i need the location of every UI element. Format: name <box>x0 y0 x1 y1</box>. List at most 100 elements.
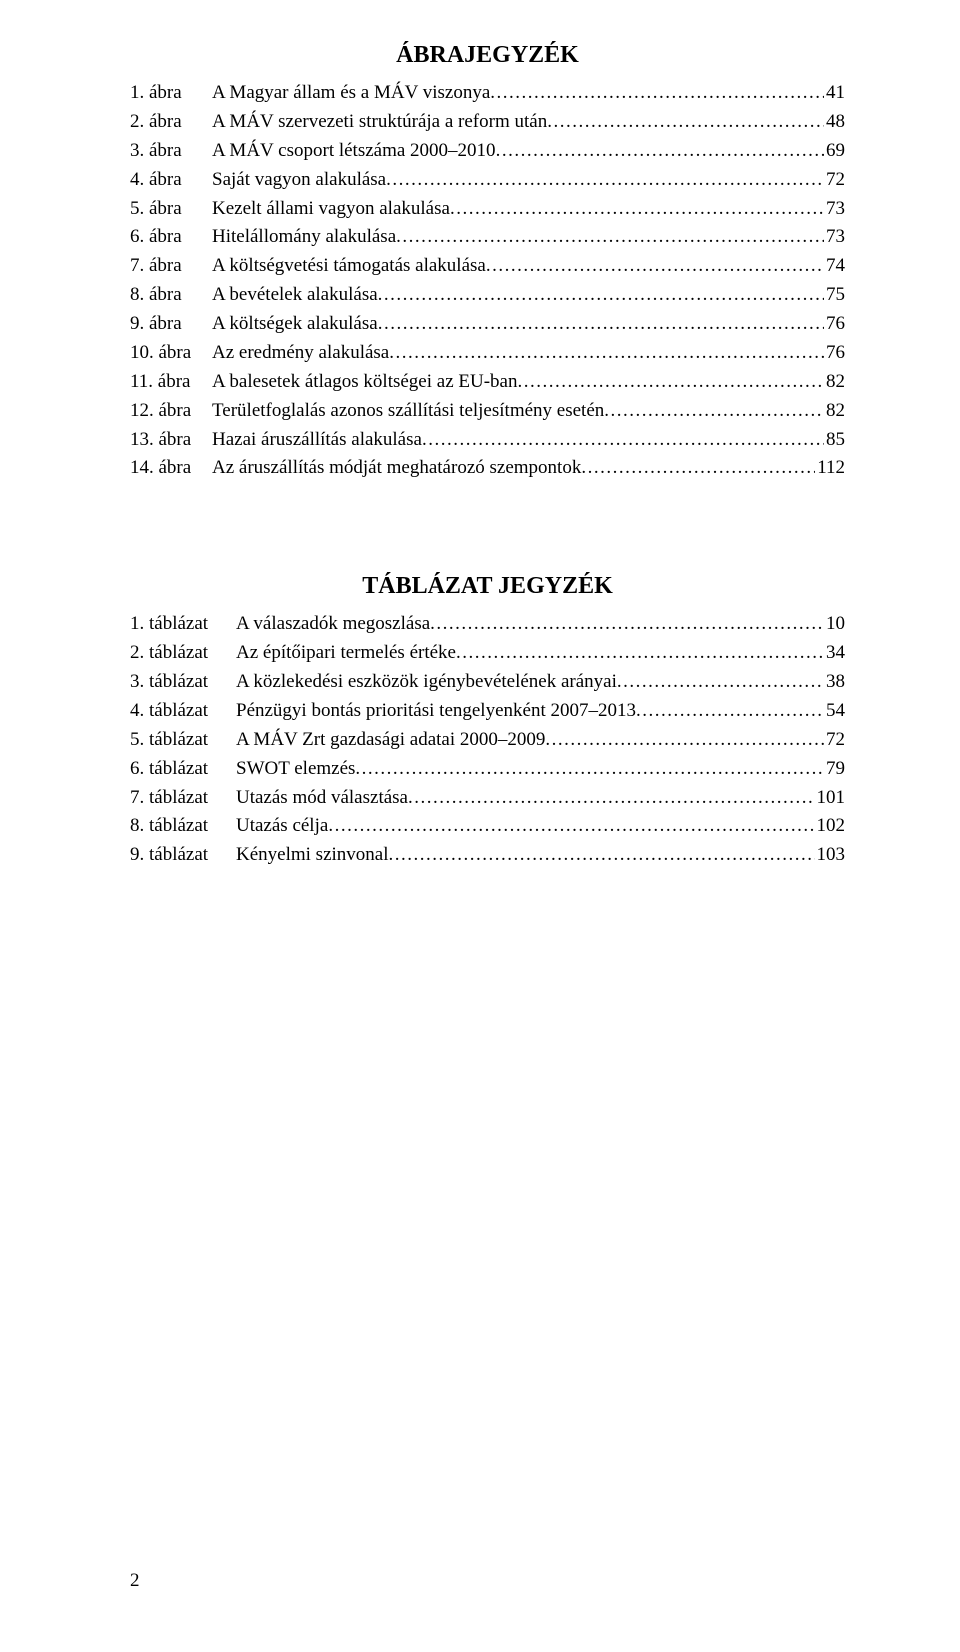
toc-title: Kényelmi szinvonal <box>236 841 389 870</box>
toc-title: Kezelt állami vagyon alakulása <box>212 195 450 224</box>
toc-row: 14. ábraAz áruszállítás módját meghatáro… <box>130 454 845 483</box>
toc-row: 5. ábraKezelt állami vagyon alakulása73 <box>130 195 845 224</box>
toc-row: 9. ábraA költségek alakulása76 <box>130 310 845 339</box>
toc-label: 9. táblázat <box>130 841 236 870</box>
toc-row: 9. táblázatKényelmi szinvonal 103 <box>130 841 845 870</box>
figures-heading: ÁBRAJEGYZÉK <box>130 42 845 69</box>
toc-page: 75 <box>824 281 845 310</box>
toc-leader <box>517 368 824 397</box>
toc-row: 13. ábraHazai áruszállítás alakulása 85 <box>130 426 845 455</box>
toc-leader <box>496 137 824 166</box>
toc-label: 11. ábra <box>130 368 212 397</box>
figures-list: 1. ábraA Magyar állam és a MÁV viszonya4… <box>130 79 845 483</box>
toc-page: 82 <box>824 368 845 397</box>
toc-leader <box>486 252 824 281</box>
page-number: 2 <box>130 1570 140 1592</box>
toc-leader <box>430 610 824 639</box>
toc-label: 6. ábra <box>130 223 212 252</box>
toc-leader <box>636 697 824 726</box>
toc-leader <box>396 223 824 252</box>
toc-title: A bevételek alakulása <box>212 281 378 310</box>
toc-page: 82 <box>824 397 845 426</box>
toc-page: 79 <box>824 755 845 784</box>
toc-leader <box>490 79 824 108</box>
toc-page: 102 <box>815 812 846 841</box>
toc-page: 38 <box>824 668 845 697</box>
tables-list: 1. táblázatA válaszadók megoszlása102. t… <box>130 610 845 870</box>
toc-leader <box>422 426 824 455</box>
toc-title: Hazai áruszállítás alakulása <box>212 426 422 455</box>
toc-title: A közlekedési eszközök igénybevételének … <box>236 668 617 697</box>
toc-row: 2. ábraA MÁV szervezeti struktúrája a re… <box>130 108 845 137</box>
toc-page: 72 <box>824 726 845 755</box>
toc-title: Utazás célja <box>236 812 328 841</box>
toc-row: 2. táblázatAz építőipari termelés értéke… <box>130 639 845 668</box>
toc-label: 2. táblázat <box>130 639 236 668</box>
toc-page: 85 <box>824 426 845 455</box>
toc-row: 5. táblázatA MÁV Zrt gazdasági adatai 20… <box>130 726 845 755</box>
toc-row: 6. ábraHitelállomány alakulása73 <box>130 223 845 252</box>
toc-row: 6. táblázatSWOT elemzés79 <box>130 755 845 784</box>
toc-title: A Magyar állam és a MÁV viszonya <box>212 79 490 108</box>
toc-row: 10. ábraAz eredmény alakulása 76 <box>130 339 845 368</box>
toc-row: 7. ábraA költségvetési támogatás alakulá… <box>130 252 845 281</box>
toc-row: 4. ábraSaját vagyon alakulása 72 <box>130 166 845 195</box>
toc-label: 8. ábra <box>130 281 212 310</box>
toc-page: 54 <box>824 697 845 726</box>
toc-leader <box>378 310 824 339</box>
toc-label: 5. ábra <box>130 195 212 224</box>
toc-leader <box>408 784 815 813</box>
toc-title: A költségek alakulása <box>212 310 378 339</box>
toc-leader <box>604 397 824 426</box>
toc-title: A MÁV szervezeti struktúrája a reform ut… <box>212 108 547 137</box>
toc-label: 8. táblázat <box>130 812 236 841</box>
toc-page: 76 <box>824 339 845 368</box>
toc-title: A válaszadók megoszlása <box>236 610 430 639</box>
toc-page: 103 <box>815 841 846 870</box>
toc-page: 41 <box>824 79 845 108</box>
toc-label: 2. ábra <box>130 108 212 137</box>
toc-leader <box>545 726 824 755</box>
toc-title: A balesetek átlagos költségei az EU-ban <box>212 368 517 397</box>
toc-row: 3. táblázatA közlekedési eszközök igényb… <box>130 668 845 697</box>
toc-label: 4. táblázat <box>130 697 236 726</box>
toc-row: 11. ábraA balesetek átlagos költségei az… <box>130 368 845 397</box>
toc-leader <box>328 812 814 841</box>
toc-leader <box>355 755 824 784</box>
toc-row: 4. táblázatPénzügyi bontás prioritási te… <box>130 697 845 726</box>
toc-title: Pénzügyi bontás prioritási tengelyenként… <box>236 697 636 726</box>
toc-page: 10 <box>824 610 845 639</box>
toc-title: Hitelállomány alakulása <box>212 223 396 252</box>
toc-title: A MÁV Zrt gazdasági adatai 2000–2009 <box>236 726 545 755</box>
toc-row: 8. ábraA bevételek alakulása 75 <box>130 281 845 310</box>
toc-leader <box>456 639 824 668</box>
toc-title: A MÁV csoport létszáma 2000–2010 <box>212 137 496 166</box>
toc-label: 7. ábra <box>130 252 212 281</box>
toc-page: 48 <box>824 108 845 137</box>
toc-leader <box>389 339 824 368</box>
toc-label: 5. táblázat <box>130 726 236 755</box>
toc-page: 69 <box>824 137 845 166</box>
toc-label: 13. ábra <box>130 426 212 455</box>
toc-label: 14. ábra <box>130 454 212 483</box>
toc-leader <box>581 454 815 483</box>
toc-page: 76 <box>824 310 845 339</box>
toc-label: 1. táblázat <box>130 610 236 639</box>
toc-row: 3. ábraA MÁV csoport létszáma 2000–2010 6… <box>130 137 845 166</box>
toc-title: SWOT elemzés <box>236 755 355 784</box>
toc-page: 72 <box>824 166 845 195</box>
toc-row: 8. táblázatUtazás célja 102 <box>130 812 845 841</box>
toc-page: 112 <box>815 454 845 483</box>
toc-label: 10. ábra <box>130 339 212 368</box>
toc-leader <box>386 166 824 195</box>
toc-title: Saját vagyon alakulása <box>212 166 386 195</box>
toc-title: Területfoglalás azonos szállítási teljes… <box>212 397 604 426</box>
toc-label: 4. ábra <box>130 166 212 195</box>
toc-title: Az építőipari termelés értéke <box>236 639 456 668</box>
toc-row: 12. ábraTerületfoglalás azonos szállítás… <box>130 397 845 426</box>
toc-title: Az eredmény alakulása <box>212 339 389 368</box>
toc-label: 3. táblázat <box>130 668 236 697</box>
toc-label: 3. ábra <box>130 137 212 166</box>
toc-title: Az áruszállítás módját meghatározó szemp… <box>212 454 581 483</box>
toc-label: 7. táblázat <box>130 784 236 813</box>
